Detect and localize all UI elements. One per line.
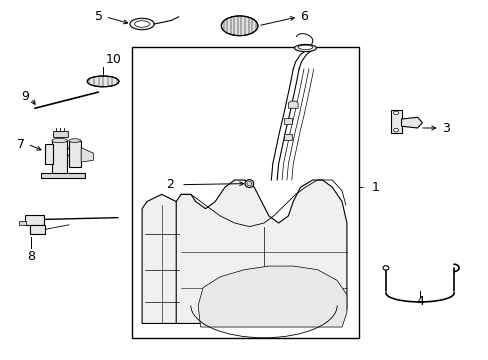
Bar xyxy=(41,173,84,178)
Ellipse shape xyxy=(87,76,119,87)
Ellipse shape xyxy=(52,138,67,143)
Ellipse shape xyxy=(221,16,257,36)
Polygon shape xyxy=(198,266,346,327)
Polygon shape xyxy=(176,180,346,323)
Polygon shape xyxy=(288,101,298,108)
Text: 5: 5 xyxy=(95,10,103,23)
Bar xyxy=(69,140,81,167)
Circle shape xyxy=(393,111,398,115)
Bar xyxy=(284,118,292,124)
Bar xyxy=(25,215,43,225)
Text: 9: 9 xyxy=(21,90,29,103)
Text: 8: 8 xyxy=(27,250,35,263)
Circle shape xyxy=(393,129,398,132)
Bar xyxy=(19,221,26,225)
Text: 7: 7 xyxy=(17,138,25,150)
Polygon shape xyxy=(142,194,181,323)
Ellipse shape xyxy=(298,45,312,49)
Text: 2: 2 xyxy=(165,178,173,191)
Bar xyxy=(53,131,68,137)
Ellipse shape xyxy=(294,44,316,51)
Bar xyxy=(284,134,292,140)
Bar xyxy=(52,140,67,175)
Bar xyxy=(390,110,401,134)
Text: 3: 3 xyxy=(442,122,449,135)
Text: 4: 4 xyxy=(415,296,423,309)
Ellipse shape xyxy=(244,180,253,188)
Ellipse shape xyxy=(130,18,154,30)
Bar xyxy=(44,144,53,164)
Circle shape xyxy=(382,266,388,270)
Text: 1: 1 xyxy=(370,181,378,194)
Polygon shape xyxy=(401,117,422,128)
Bar xyxy=(30,225,44,234)
Ellipse shape xyxy=(135,21,149,27)
Polygon shape xyxy=(81,148,93,162)
Ellipse shape xyxy=(69,139,81,142)
Text: 6: 6 xyxy=(300,10,308,23)
Bar xyxy=(132,47,358,338)
Text: 10: 10 xyxy=(105,53,121,66)
